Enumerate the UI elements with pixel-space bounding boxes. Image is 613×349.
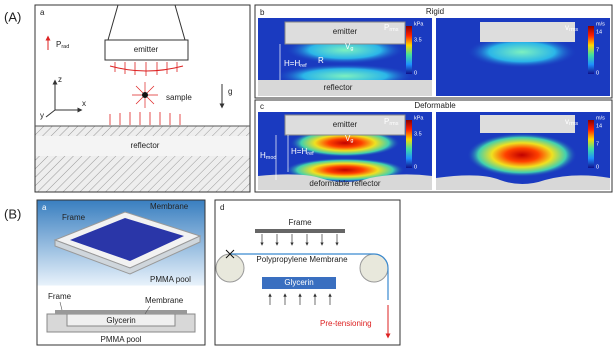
panel-label: (A): [4, 9, 21, 24]
colorbar-tick: 3.5: [414, 131, 422, 137]
text-part: mod: [266, 155, 277, 161]
panel-title: Deformable: [414, 101, 456, 110]
colorbar-tick: 0: [596, 164, 599, 170]
pool-label: PMMA pool: [150, 275, 191, 284]
axis-z: z: [58, 75, 62, 84]
figure: (A) a emitter Prad z y x sample g reflec…: [0, 0, 613, 349]
colorbar-unit: m/s: [596, 115, 605, 121]
text-part: rms: [569, 27, 578, 33]
axis-x: x: [82, 99, 86, 108]
text-part: rad: [61, 44, 69, 50]
panel-b: b Rigid emitter Vg R H=Href reflector Pr…: [255, 5, 612, 98]
panel-letter: b: [260, 8, 265, 17]
text-part: ref: [300, 63, 307, 69]
text-part: rms: [389, 121, 398, 127]
radius-label: R: [318, 56, 324, 65]
colorbar-tick: 0: [596, 70, 599, 76]
membrane-label: Membrane: [150, 202, 189, 211]
emitter-label: emitter: [134, 45, 159, 54]
panel-a: a emitter Prad z y x sample g reflector: [35, 5, 250, 192]
panel-c: c Deformable emitter Vg Hmod H=Href defo…: [255, 100, 612, 192]
panel-letter: c: [260, 102, 264, 111]
colorbar-unit: kPa: [414, 115, 424, 121]
sample-label: sample: [166, 93, 192, 102]
reflector-label: reflector: [131, 141, 160, 150]
liquid-label: Glycerin: [284, 278, 313, 287]
text-part: g: [350, 46, 353, 52]
panel-letter: a: [40, 8, 45, 17]
colorbar-tick: 14: [596, 29, 602, 35]
tension-label: Pre-tensioning: [320, 319, 372, 328]
panel-letter: d: [220, 203, 224, 212]
panel-title: Rigid: [426, 7, 444, 16]
membrane-label: Polypropylene Membrane: [256, 255, 348, 264]
text-part: H=H: [284, 59, 300, 68]
colorbar-tick: 3.5: [414, 37, 422, 43]
panel-letter: a: [42, 203, 47, 212]
colorbar-tick: 0: [414, 164, 417, 170]
panel-label: (B): [4, 206, 21, 221]
emitter-label: emitter: [333, 27, 358, 36]
text-part: g: [350, 138, 353, 144]
emitter-label: emitter: [333, 120, 358, 129]
gravity-label: g: [228, 87, 232, 96]
frame-label: Frame: [288, 218, 312, 227]
frame-label: Frame: [48, 292, 72, 301]
reflector-label: deformable reflector: [309, 179, 380, 188]
frame-label: Frame: [62, 213, 86, 222]
colorbar-tick: 14: [596, 123, 602, 129]
colorbar-tick: 0: [414, 70, 417, 76]
panel-d: d Frame Polypropylene Membrane Glycerin …: [215, 200, 400, 345]
panel-b-a: a Frame Membrane PMMA pool Frame Membran…: [37, 200, 205, 345]
reflector-label: reflector: [324, 83, 353, 92]
liquid-label: Glycerin: [106, 316, 135, 325]
text-part: rms: [569, 121, 578, 127]
axis-y: y: [40, 111, 44, 120]
colorbar-tick: 7: [596, 141, 599, 147]
text-part: ref: [307, 151, 314, 157]
membrane-label: Membrane: [145, 296, 184, 305]
pool-label: PMMA pool: [101, 335, 142, 344]
colorbar-unit: kPa: [414, 21, 424, 27]
text-part: rms: [389, 27, 398, 33]
colorbar-tick: 7: [596, 47, 599, 53]
text-part: H=H: [291, 147, 307, 156]
colorbar-unit: m/s: [596, 21, 605, 27]
